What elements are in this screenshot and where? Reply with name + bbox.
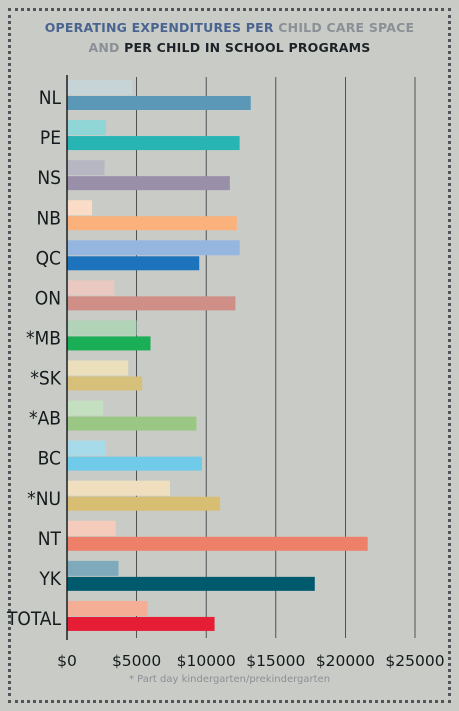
bar-school-ns	[67, 176, 230, 191]
bar-school-qc	[67, 256, 200, 271]
category-label: *AB	[29, 408, 61, 430]
bar-child-care-yk	[67, 560, 119, 576]
category-label: BC	[38, 448, 61, 470]
bar-child-care-on	[67, 280, 115, 296]
bar-child-care-sk	[67, 360, 129, 376]
title-part-3: AND	[88, 40, 120, 55]
x-tick-label: $5000	[112, 652, 161, 670]
bar-child-care-nu	[67, 480, 171, 496]
category-label: PE	[40, 127, 61, 149]
bar-child-care-ab	[67, 400, 104, 416]
x-tick-label: $25000	[385, 652, 444, 670]
title-part-2: CHILD CARE SPACE	[278, 20, 415, 35]
x-tick-label: $15000	[246, 652, 305, 670]
bar-child-care-total	[67, 600, 148, 616]
category-label: ON	[35, 287, 61, 309]
x-tick-label: $0	[57, 652, 77, 670]
x-tick-label: $10000	[177, 652, 236, 670]
bar-child-care-nb	[67, 200, 93, 216]
bar-child-care-pe	[67, 120, 106, 136]
category-label: YK	[38, 568, 61, 590]
bar-school-mb	[67, 336, 151, 351]
bar-school-sk	[67, 376, 143, 391]
category-label: NS	[37, 167, 61, 189]
bar-school-nu	[67, 496, 221, 511]
x-tick-label: $20000	[316, 652, 375, 670]
footnote: * Part day kindergarten/prekindergarten	[128, 674, 331, 685]
bar-school-nt	[67, 536, 368, 551]
dotted-border	[8, 8, 451, 703]
bar-school-pe	[67, 136, 240, 151]
bar-school-yk	[67, 576, 315, 591]
bar-school-nb	[67, 216, 237, 231]
category-label: *NU	[27, 488, 61, 510]
title-part-4: PER CHILD IN SCHOOL PROGRAMS	[124, 40, 371, 55]
bar-school-on	[67, 296, 236, 311]
category-label: TOTAL	[6, 608, 62, 630]
bar-school-nl	[67, 96, 251, 110]
bar-school-bc	[67, 456, 203, 471]
category-label: NL	[39, 87, 62, 109]
bar-child-care-nl	[67, 80, 133, 95]
bar-child-care-bc	[67, 440, 106, 456]
chart-title: OPERATING EXPENDITURES PER CHILD CARE SP…	[0, 18, 459, 58]
bar-school-total	[67, 616, 215, 631]
category-label: NB	[36, 207, 61, 229]
bar-child-care-nt	[67, 520, 116, 536]
bar-child-care-qc	[67, 240, 240, 256]
bar-child-care-ns	[67, 160, 105, 176]
category-label: QC	[36, 247, 61, 269]
category-label: *SK	[30, 368, 61, 390]
category-label: *MB	[26, 327, 61, 349]
bar-school-ab	[67, 416, 197, 431]
bar-child-care-mb	[67, 320, 137, 336]
category-label: NT	[38, 528, 62, 550]
title-part-1: OPERATING EXPENDITURES PER	[44, 20, 274, 35]
